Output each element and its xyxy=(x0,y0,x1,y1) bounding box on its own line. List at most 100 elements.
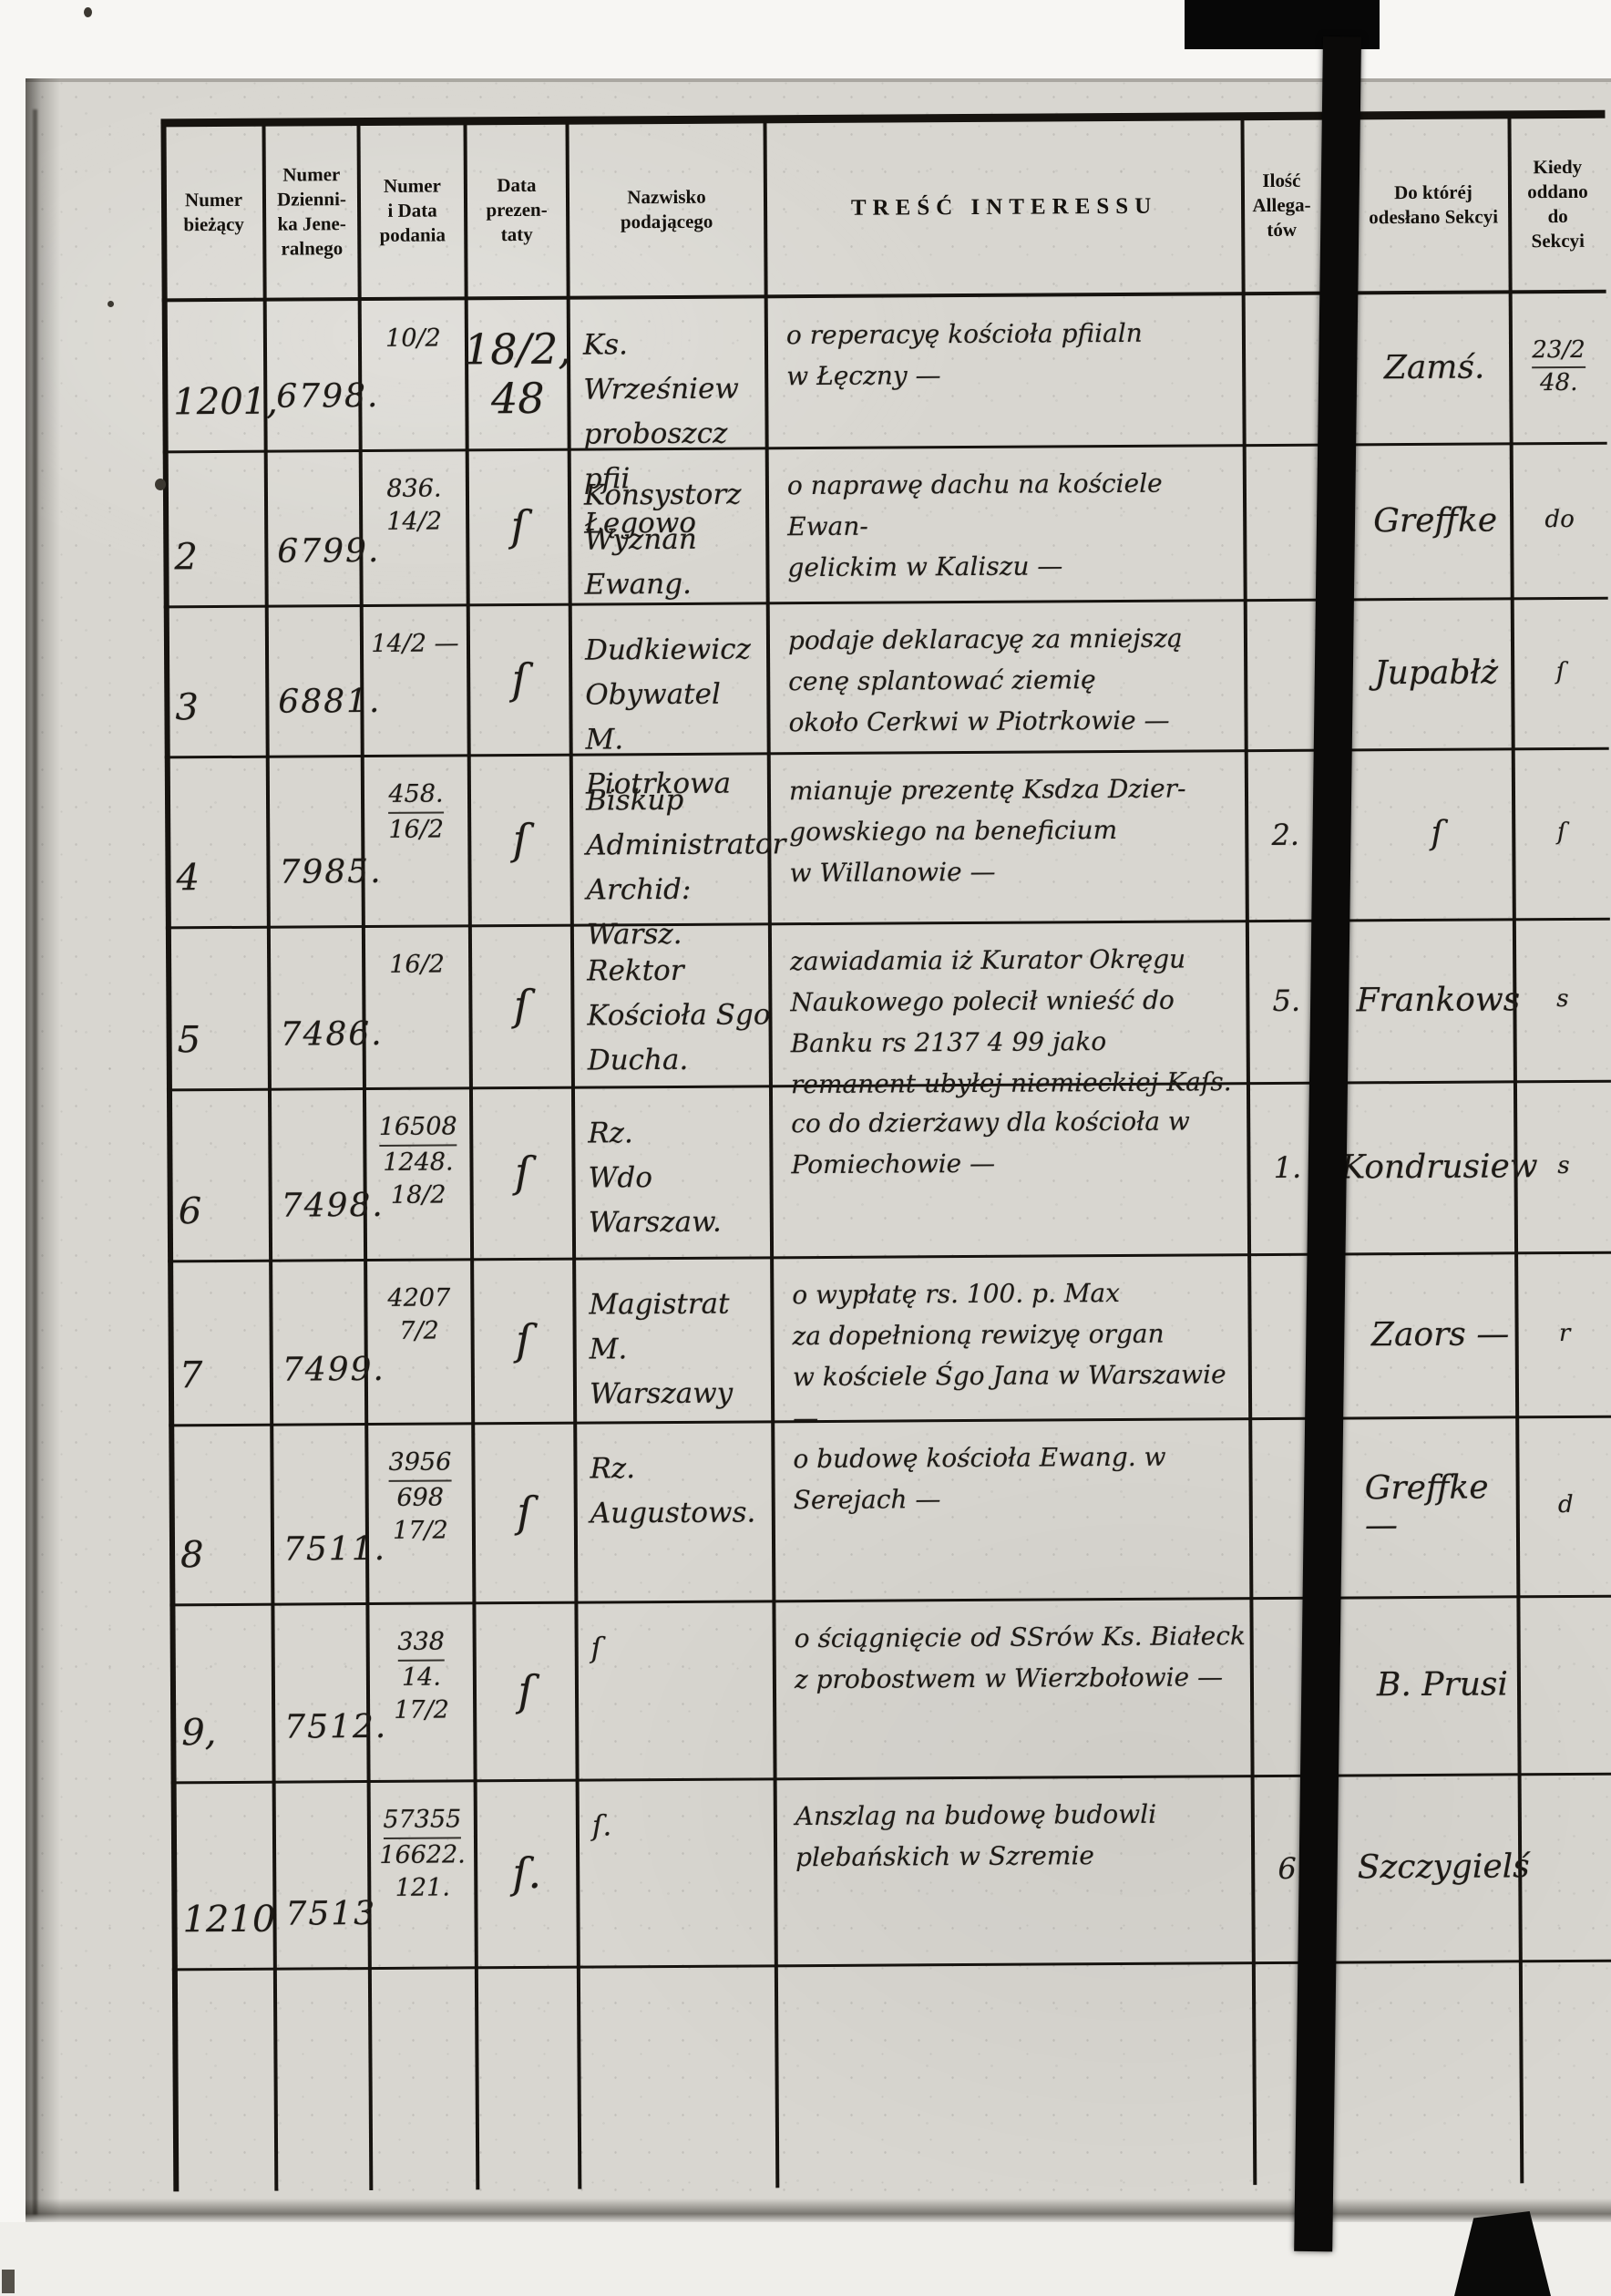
cell-tresc-row-6: co do dzierżawy dla kościoła w Pomiechowi… xyxy=(771,1082,1249,1256)
handwritten-entry-line: 2. xyxy=(1271,817,1300,852)
cell-kiedy-row-8: d xyxy=(1517,1416,1611,1596)
handwritten-entry-line: Naukowego polecił wnieść do xyxy=(790,984,1175,1018)
cell-numdata-row-10: 57355 16622. 121. xyxy=(369,1779,477,1967)
column-header-text: Nazwisko xyxy=(627,185,706,208)
cell-numdata-row-9: 338 14. 17/2 xyxy=(367,1601,475,1780)
handwritten-entry-line: w Willanowie — xyxy=(789,856,996,889)
handwritten-entry-line: Ducha. xyxy=(587,1043,689,1077)
cell-num-row-10: 1210 xyxy=(173,1781,275,1969)
cell-tresc-row-2: o naprawę dachu na kościele Ewan-gelicki… xyxy=(767,444,1246,602)
handwritten-entry-line: Greffke xyxy=(1373,500,1498,540)
page-bottom-edge-shadow xyxy=(26,2198,1611,2224)
handwritten-entry-line: Jupabłż xyxy=(1374,654,1499,693)
handwritten-entry-line: ſ xyxy=(590,1632,602,1665)
handwritten-entry-line: ſ xyxy=(513,980,530,1031)
column-header-dziennik: Numer Dzienni-ka Jene-ralnego xyxy=(264,127,360,296)
handwritten-entry-line: ſ xyxy=(1555,657,1565,686)
cell-kiedy-row-4: ſ xyxy=(1514,747,1610,919)
cell-prezentata-row-7: ſ xyxy=(472,1258,575,1423)
cell-prezentata-row-1: 18/2, 48 xyxy=(464,298,571,449)
handwritten-entry-line: mianuje prezentę Ksdza Dzier- xyxy=(788,773,1186,807)
page-top-edge xyxy=(26,78,1611,82)
cell-sekcya-row-2: Greffke xyxy=(1359,442,1513,598)
handwritten-entry-line: Ks. Wrześniew xyxy=(582,328,740,407)
page-left-edge-line xyxy=(33,109,37,2215)
handwritten-entry-line: 16508 xyxy=(378,1110,457,1147)
column-header-text: Numer xyxy=(282,162,341,186)
handwritten-entry-line: ſ xyxy=(514,1147,531,1198)
cell-prezentata-row-9: ſ xyxy=(474,1601,577,1780)
ink-speck xyxy=(155,479,166,490)
handwritten-entry-line: 3956 xyxy=(388,1446,452,1482)
handwritten-entry-line: 9, xyxy=(181,1712,217,1755)
handwritten-entry-line: 23/2 xyxy=(1532,335,1585,369)
cell-dziennik-row-3: 6881. xyxy=(267,604,381,756)
column-header-num: Numer bieżący xyxy=(163,128,265,297)
column-header-text: ralnego xyxy=(281,236,344,260)
handwritten-entry-line: Anszlag na budowę budowli xyxy=(795,1798,1157,1832)
handwritten-entry-line: ſ. xyxy=(591,1809,612,1843)
cell-numdata-row-1: 10/2 xyxy=(360,298,467,449)
cell-tresc-row-8: o budowę kościoła Ewang. w Serejach — xyxy=(773,1417,1251,1600)
handwritten-entry-line: Greffke — xyxy=(1364,1468,1489,1544)
handwritten-entry-line: ſ xyxy=(1431,814,1444,852)
handwritten-entry-line: Banku rs 2137 4 99 jako xyxy=(790,1026,1107,1059)
handwritten-entry-line: 18/2 xyxy=(390,1180,446,1210)
handwritten-entry-line: 5 xyxy=(177,1019,201,1062)
cell-nazwisko-row-10: ſ. xyxy=(578,1777,776,1965)
cell-sekcya-row-10: Szczygielś xyxy=(1358,1773,1530,1961)
handwritten-entry-line: Pomiechowie — xyxy=(791,1148,996,1180)
cell-sekcya-row-4: ſ xyxy=(1360,747,1514,919)
cell-nazwisko-row-4: Biskup Administrator Archid: Warsz. xyxy=(571,752,786,952)
column-header-text: Allega- xyxy=(1252,193,1311,217)
handwritten-entry-line: Kościoła Sgo xyxy=(587,998,771,1033)
cell-num-row-8: 8 xyxy=(170,1424,272,1604)
handwritten-entry-line: 48 xyxy=(490,373,545,423)
handwritten-entry-line: 458. xyxy=(388,777,444,814)
handwritten-entry-line: gelickim w Kaliszu — xyxy=(787,551,1063,583)
column-header-ilosc: Ilość Allega-tów xyxy=(1242,121,1320,291)
cell-numdata-row-8: 3956 698 17/2 xyxy=(366,1422,474,1602)
handwritten-entry-line: zawiadamia iż Kurator Okręgu xyxy=(790,943,1186,977)
cell-nazwisko-row-9: ſ xyxy=(576,1600,775,1778)
handwritten-entry-line: r xyxy=(1558,1319,1571,1347)
cell-kiedy-row-3: ſ xyxy=(1513,597,1609,748)
cell-tresc-row-1: o reperacyę kościoła pfiialn w Łęczny — xyxy=(766,293,1245,447)
cell-kiedy-row-7: r xyxy=(1516,1251,1611,1416)
handwritten-entry-line: 48. xyxy=(1539,368,1578,397)
handwritten-entry-line: Warszaw. xyxy=(588,1205,722,1240)
handwritten-entry-line: 1201, xyxy=(173,380,279,424)
column-header-prezentata: Data prezen-taty xyxy=(466,126,569,295)
handwritten-entry-line: 16622. xyxy=(379,1840,466,1869)
cell-sekcya-row-6: Kondrusiew xyxy=(1340,1080,1538,1252)
handwritten-entry-line: ſ xyxy=(510,500,527,551)
cell-num-row-6: 6 xyxy=(169,1088,271,1261)
handwritten-entry-line: o ściągnięcie od SSrów Ks. Białeck xyxy=(794,1621,1247,1654)
cell-nazwisko-row-5: Rektor Kościoła Sgo Ducha. xyxy=(572,922,771,1086)
cell-tresc-row-4: mianuje prezentę Ksdza Dzier-gowskiego n… xyxy=(769,749,1247,922)
handwritten-entry-line: 17/2 xyxy=(394,1695,450,1725)
column-header-nazwisko: Nazwisko podającego xyxy=(568,124,766,293)
handwritten-entry-line: Rz. xyxy=(588,1117,633,1150)
cell-prezentata-row-2: ſ xyxy=(467,448,570,604)
handwritten-entry-line: z probostwem w Wierzbołowie — xyxy=(794,1662,1224,1695)
handwritten-entry-line: 8 xyxy=(180,1534,204,1577)
cell-num-row-2: 2 xyxy=(165,450,267,606)
handwritten-entry-line: s xyxy=(1556,984,1569,1013)
cell-nazwisko-row-2: Konsystorz Wyznań Ewang. xyxy=(569,447,768,602)
page-left-edge-shadow xyxy=(26,78,60,2222)
handwritten-entry-line: gowskiego na beneficium xyxy=(789,815,1118,848)
handwritten-entry-line: Szczygielś xyxy=(1357,1848,1530,1887)
cell-dziennik-row-7: 7499. xyxy=(271,1259,385,1424)
cell-kiedy-row-1: 23/2 48. xyxy=(1511,292,1607,443)
handwritten-entry-line: 57355 xyxy=(383,1803,462,1839)
handwritten-entry-line: Zaors — xyxy=(1370,1314,1510,1354)
cell-kiedy-row-2: do xyxy=(1512,442,1608,598)
handwritten-entry-line: 5. xyxy=(1272,983,1301,1018)
cell-tresc-row-3: podaje deklaracyę za mniejszą cenę splant… xyxy=(768,599,1247,752)
handwritten-entry-line: 6 xyxy=(178,1190,202,1233)
handwritten-entry-line: 698 xyxy=(396,1483,445,1512)
handwritten-entry-line: za dopełnioną rewizyę organ xyxy=(792,1318,1165,1352)
handwritten-entry-line: do xyxy=(1544,505,1575,533)
